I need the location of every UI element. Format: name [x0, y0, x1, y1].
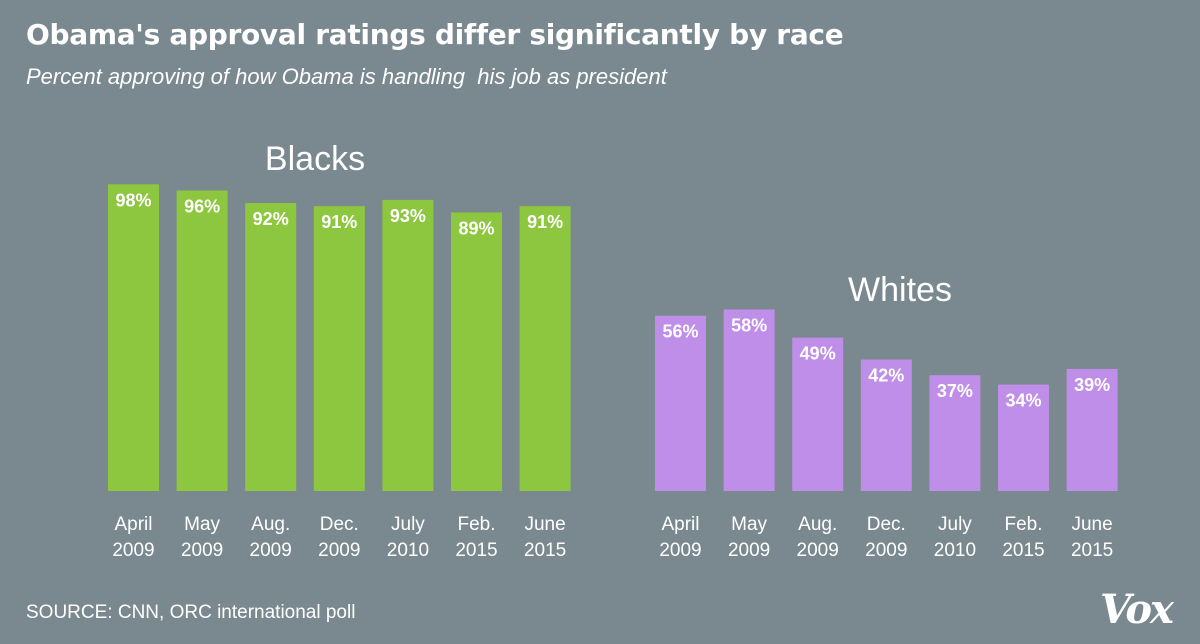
blacks-tick-label-month: Dec.: [320, 514, 359, 535]
blacks-bar-value-label: 98%: [115, 190, 151, 210]
blacks-bar-value-label: 92%: [253, 209, 289, 229]
blacks-tick-label-year: 2015: [455, 540, 497, 561]
whites-bar: [792, 337, 844, 491]
blacks-tick-label-month: Aug.: [251, 514, 290, 535]
whites-bar-value-label: 37%: [937, 381, 973, 401]
whites-bar: [1066, 368, 1118, 491]
blacks-tick-label-month: June: [524, 514, 565, 535]
blacks-tick-label-month: April: [114, 514, 152, 535]
whites-chart-title: Whites: [848, 271, 952, 309]
blacks-tick-label-year: 2010: [387, 540, 429, 561]
blacks-tick-label-month: May: [184, 514, 220, 535]
whites-tick-label-month: June: [1071, 514, 1112, 535]
whites-tick-label-year: 2009: [659, 540, 701, 561]
whites-bar-value-label: 39%: [1074, 375, 1110, 395]
blacks-tick-label-year: 2015: [524, 540, 566, 561]
whites-chart: Whites 56% April 2009 58% May 2009 49% Aug. 2009…: [655, 271, 1118, 561]
blacks-bar-value-label: 91%: [321, 212, 357, 232]
whites-bar: [655, 315, 706, 491]
whites-tick-label-month: April: [661, 514, 699, 535]
blacks-tick-label-month: July: [391, 514, 425, 535]
blacks-bar: [176, 190, 228, 491]
blacks-tick-label-month: Feb.: [457, 514, 495, 535]
whites-tick-label-year: 2009: [865, 540, 907, 561]
whites-tick-label-year: 2015: [1002, 540, 1044, 561]
whites-bar-value-label: 49%: [800, 344, 836, 364]
whites-bar-value-label: 42%: [868, 366, 904, 386]
whites-bar: [860, 359, 912, 491]
whites-tick-label-month: Dec.: [867, 514, 906, 535]
chart-subtitle: Percent approving of how Obama is handli…: [26, 64, 667, 89]
blacks-bar: [245, 203, 297, 492]
whites-tick-label-month: July: [938, 514, 972, 535]
blacks-tick-label-year: 2009: [318, 540, 360, 561]
chart-title: Obama's approval ratings differ signific…: [26, 18, 844, 51]
blacks-tick-label-year: 2009: [112, 540, 154, 561]
blacks-bar-value-label: 93%: [390, 206, 426, 226]
blacks-bar: [313, 206, 365, 492]
blacks-bar: [382, 199, 434, 491]
blacks-chart: Blacks 98% April 2009 96% May 2009 92% Aug. 2009…: [108, 140, 571, 561]
whites-tick-label-month: Aug.: [798, 514, 837, 535]
blacks-bar: [519, 206, 571, 492]
whites-tick-label-month: May: [731, 514, 767, 535]
whites-tick-label-month: Feb.: [1004, 514, 1042, 535]
whites-tick-label-year: 2010: [934, 540, 976, 561]
blacks-bar-value-label: 91%: [527, 212, 563, 232]
blacks-bar: [108, 184, 159, 491]
whites-bar: [723, 309, 775, 491]
blacks-bar-value-label: 89%: [458, 218, 494, 238]
whites-bar-value-label: 34%: [1005, 391, 1041, 411]
whites-bar: [998, 384, 1049, 491]
blacks-bar: [451, 212, 502, 491]
whites-bar-value-label: 56%: [662, 322, 698, 342]
blacks-bar-value-label: 96%: [184, 197, 220, 217]
whites-tick-label-year: 2009: [728, 540, 770, 561]
vox-logo: Vox: [1100, 586, 1174, 633]
whites-tick-label-year: 2009: [797, 540, 839, 561]
blacks-tick-label-year: 2009: [250, 540, 292, 561]
whites-bar: [929, 375, 981, 491]
blacks-tick-label-year: 2009: [181, 540, 223, 561]
whites-tick-label-year: 2015: [1071, 540, 1113, 561]
source-note: SOURCE: CNN, ORC international poll: [26, 602, 356, 623]
whites-bar-value-label: 58%: [731, 315, 767, 335]
blacks-chart-title: Blacks: [265, 140, 365, 178]
